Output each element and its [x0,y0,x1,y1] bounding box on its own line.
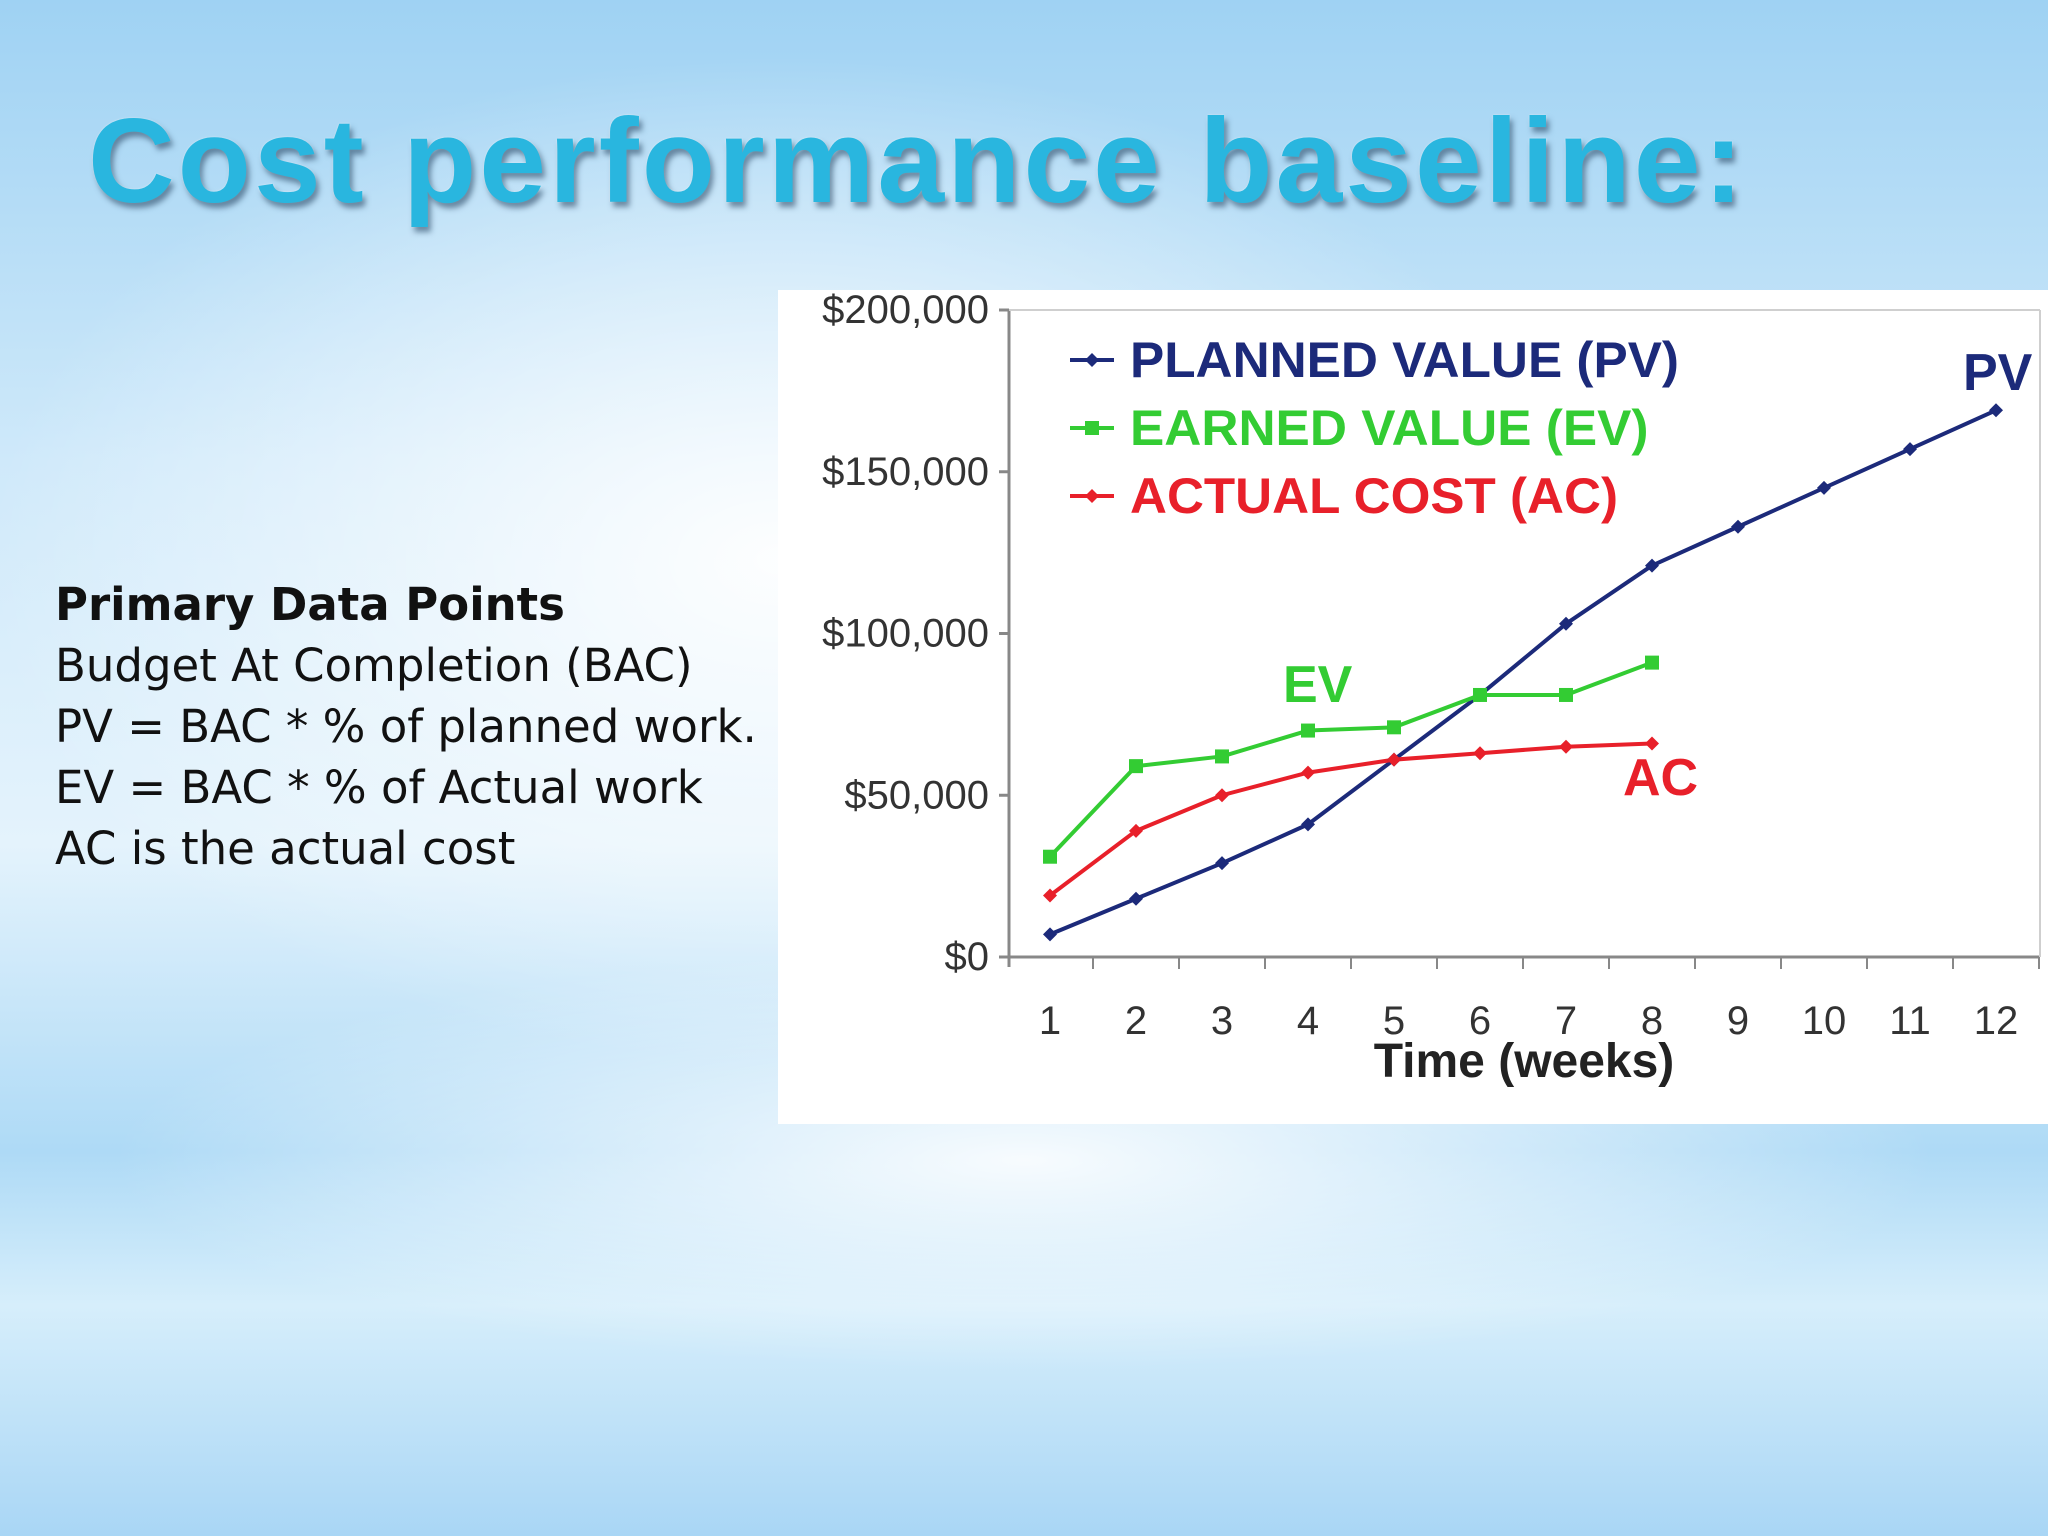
ac-point [1473,746,1487,761]
ev-line [1048,660,1653,859]
pv-point [1215,856,1229,871]
pv-point [1817,480,1831,495]
x-tick-label: 6 [1469,999,1491,1043]
pv-line [1049,408,1997,937]
chart-legend: PLANNED VALUE (PV) EARNED VALUE (EV) ACTUA… [1070,332,1679,524]
ev-point [1215,749,1229,764]
pv-point [1989,403,2003,418]
ac-legend-label: ACTUAL COST (AC) [1130,468,1618,524]
ac-point [1301,765,1315,780]
x-tick-label: 12 [1974,999,2019,1043]
chart-series-markers [1043,403,2003,942]
slide-title: Cost performance baseline: [88,94,1747,228]
y-tick-label: $150,000 [822,450,989,494]
ev-point [1387,720,1401,735]
notes-heading: Primary Data Points [55,578,565,631]
pv-point [1903,442,1917,457]
ac-line [1048,741,1653,898]
primary-data-points: Primary Data Points Budget At Completion… [55,574,757,879]
x-axis-title: Time (weeks) [1374,1035,1675,1088]
pv-legend-marker [1085,353,1099,367]
y-tick-label: $100,000 [822,612,989,656]
ev-point [1301,723,1315,738]
ac-series-label: AC [1623,749,1698,807]
pv-point [1645,558,1659,573]
ac-point [1559,739,1573,754]
chart-series-labels: PV EV AC [1283,344,2033,807]
ac-point [1043,888,1057,903]
pv-point [1301,817,1315,832]
ac-point [1129,823,1143,838]
x-tick-label: 1 [1039,999,1061,1043]
ev-point [1645,655,1659,670]
y-tick-label: $50,000 [844,773,989,817]
notes-line: AC is the actual cost [55,822,516,875]
x-tick-label: 7 [1555,999,1577,1043]
notes-line: EV = BAC * % of Actual work [55,761,703,814]
ev-point [1129,759,1143,774]
notes-line: Budget At Completion (BAC) [55,639,693,692]
ev-point [1559,687,1573,702]
ev-series-label: EV [1283,656,1353,714]
ac-legend-marker [1085,489,1099,503]
ac-point [1387,752,1401,767]
pv-point [1731,519,1745,534]
pv-point [1559,616,1573,631]
ac-point [1645,736,1659,751]
ev-point [1473,687,1487,702]
y-tick-label: $0 [945,935,990,979]
x-tick-label: 11 [1889,999,1931,1043]
x-tick-label: 4 [1297,999,1319,1043]
ev-legend-label: EARNED VALUE (EV) [1130,400,1649,456]
x-tick-label: 5 [1383,999,1405,1043]
pv-legend-label: PLANNED VALUE (PV) [1130,332,1679,388]
notes-line: PV = BAC * % of planned work. [55,700,757,753]
y-tick-label: $200,000 [822,290,989,332]
x-tick-label: 3 [1211,999,1233,1043]
x-tick-label: 10 [1802,999,1847,1043]
ac-point [1215,788,1229,803]
x-tick-label: 2 [1125,999,1147,1043]
pv-point [1129,891,1143,906]
x-tick-label: 8 [1641,999,1663,1043]
x-tick-label: 9 [1727,999,1749,1043]
ev-legend-marker [1085,421,1099,435]
ev-point [1043,849,1057,864]
pv-point [1043,927,1057,942]
chart-panel: $0 $50,000 $100,000 $150,000 $200,000 1 2 3 4 5 6 7… [778,290,2048,1124]
pv-series-label: PV [1963,344,2033,402]
chart-series-lines [1048,408,1997,937]
